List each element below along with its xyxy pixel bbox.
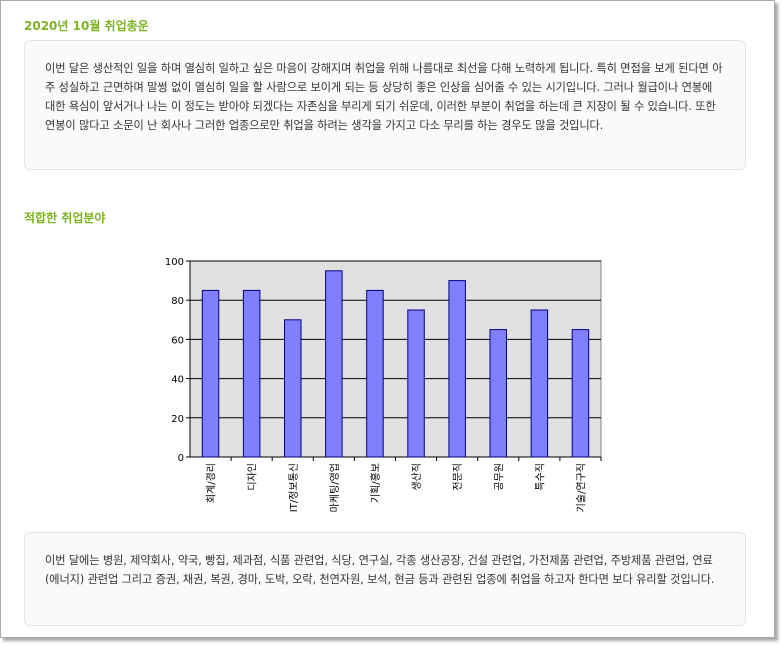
suitable-fields-title: 적합한 취업분야 <box>24 211 106 225</box>
bar-6 <box>407 309 425 458</box>
x-tick-label: 마케팅/영업 <box>328 463 341 512</box>
x-tick-label: 특수직 <box>534 463 546 491</box>
x-tick-label: IT/정보통신 <box>288 463 300 512</box>
y-tick-label: 100 <box>165 257 184 268</box>
y-tick-label: 60 <box>171 335 184 346</box>
x-tick-label: 생산직 <box>411 463 423 491</box>
x-tick-label: 전문직 <box>452 463 464 491</box>
y-tick-label: 40 <box>171 375 184 386</box>
bar-10 <box>571 329 590 458</box>
x-tick-label: 회계/경리 <box>205 463 218 503</box>
monthly-fortune-title: 2020년 10월 취업총운 <box>24 19 149 33</box>
x-tick-label: 기술/연구직 <box>575 463 587 512</box>
bar-8 <box>489 329 507 458</box>
bar-5 <box>366 289 384 458</box>
bar-9 <box>530 309 549 458</box>
x-tick-label: 기획/홍보 <box>369 463 382 503</box>
bar-2 <box>242 289 261 458</box>
bar-4 <box>325 270 343 458</box>
y-tick-label: 20 <box>171 414 184 425</box>
bar-3 <box>284 319 302 458</box>
bar-1 <box>201 289 220 458</box>
x-tick-label: 공무원 <box>493 463 505 491</box>
suitable-fields-text: 이번 달에는 병원, 제약회사, 약국, 빵집, 제과점, 식품 관련업, 식당… <box>24 532 746 626</box>
chart-plot-area: 0 20 40 60 80 100 회계/경리 디자인 IT/정보통신 마케팅/영업 기획/홍보 생산… <box>165 257 602 512</box>
suitable-fields-chart: 0 20 40 60 80 100 회계/경리 디자인 IT/정보통신 마케팅/영업 기획/홍보 생산… <box>165 257 602 512</box>
y-tick-label: 80 <box>171 296 184 307</box>
y-tick-label: 0 <box>178 453 184 464</box>
x-tick-label: 디자인 <box>247 463 259 491</box>
bar-7 <box>448 280 466 458</box>
monthly-fortune-text: 이번 달은 생산적인 일을 하며 열심히 일하고 싶은 마음이 강해지며 취업을… <box>24 40 746 170</box>
